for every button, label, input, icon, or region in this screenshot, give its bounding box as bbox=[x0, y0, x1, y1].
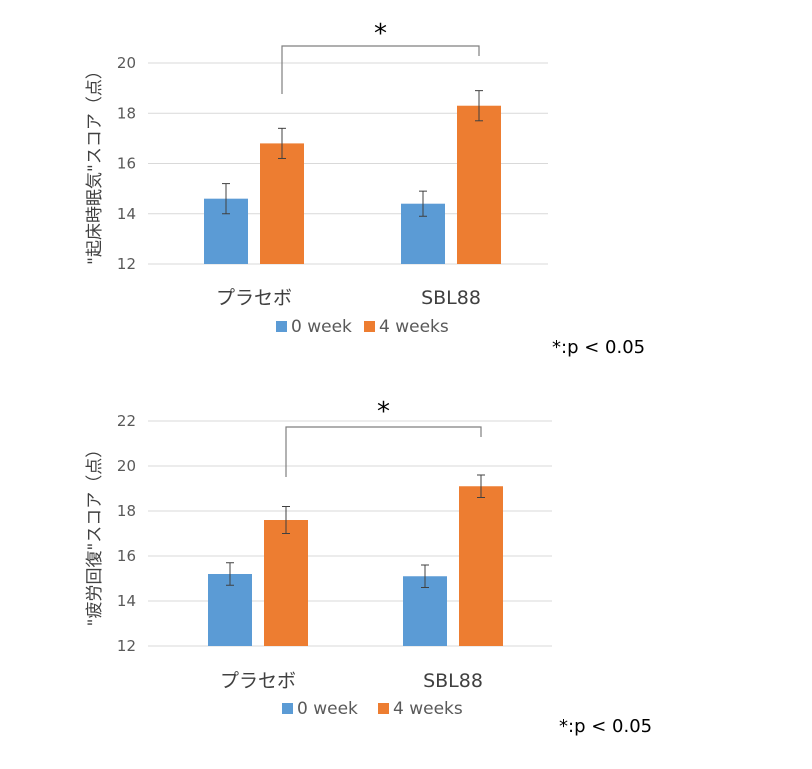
chart1-significance-star: * bbox=[374, 19, 387, 49]
chart2-bar-2-1 bbox=[264, 520, 308, 646]
chart1-y-tick-label: 12 bbox=[117, 255, 136, 273]
chart1-significance-bracket bbox=[281, 45, 480, 94]
chart2-y-tick-label: 16 bbox=[117, 547, 136, 565]
chart1-y-tick-label: 20 bbox=[117, 54, 136, 72]
chart2-legend-label-1: 0 week bbox=[297, 699, 358, 719]
chart1-y-tick-label: 14 bbox=[117, 205, 136, 223]
chart2-bar-1-1 bbox=[208, 574, 252, 646]
chart1-legend-label-2: 4 weeks bbox=[379, 317, 449, 337]
chart1-y-axis-label: "起床時眠気"スコア（点） bbox=[85, 62, 105, 265]
chart2-y-axis-label: "疲労回復"スコア（点） bbox=[85, 441, 105, 627]
chart2-legend-label-2: 4 weeks bbox=[393, 699, 463, 719]
chart2-significance-bracket bbox=[285, 426, 482, 477]
chart2-significance-note: *:p < 0.05 bbox=[559, 716, 652, 737]
chart1-y-tick-label: 16 bbox=[117, 155, 136, 173]
chart2-legend-swatch-1 bbox=[282, 703, 293, 714]
chart1-category-label: プラセボ bbox=[216, 287, 292, 309]
chart1-legend-label-1: 0 week bbox=[291, 317, 352, 337]
chart2-bar-2-2 bbox=[459, 486, 503, 646]
chart2-y-tick-label: 18 bbox=[117, 502, 136, 520]
chart2-y-tick-label: 12 bbox=[117, 637, 136, 655]
chart2-y-tick-label: 22 bbox=[117, 412, 136, 430]
chart2-legend-swatch-2 bbox=[378, 703, 389, 714]
chart1-category-label: SBL88 bbox=[421, 287, 481, 309]
chart1-legend-swatch-1 bbox=[276, 321, 287, 332]
chart2-y-tick-label: 20 bbox=[117, 457, 136, 475]
chart1-bar-2-2 bbox=[457, 105, 501, 265]
chart2-significance-star: * bbox=[377, 397, 390, 427]
chart2-category-label: プラセボ bbox=[220, 670, 296, 692]
chart1-significance-note: *:p < 0.05 bbox=[552, 337, 645, 358]
chart2-category-label: SBL88 bbox=[423, 670, 483, 692]
chart1-y-tick-label: 18 bbox=[117, 104, 136, 122]
chart1-legend-swatch-2 bbox=[364, 321, 375, 332]
chart2-y-tick-label: 14 bbox=[117, 592, 136, 610]
chart1-bar-2-1 bbox=[260, 143, 304, 264]
